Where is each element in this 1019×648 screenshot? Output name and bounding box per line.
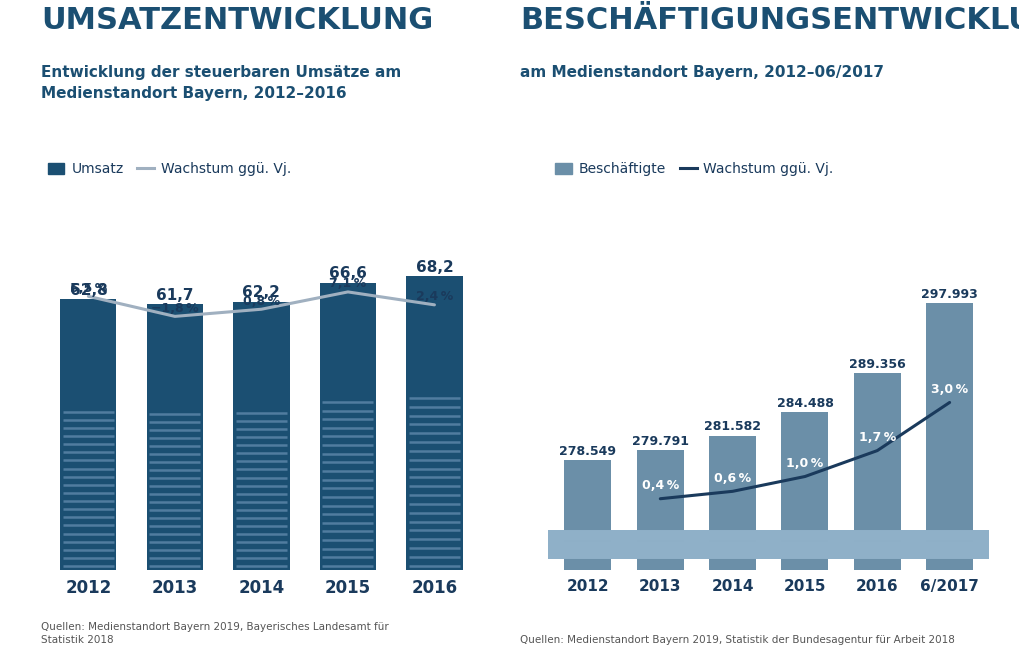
Text: am Medienstandort Bayern, 2012–06/2017: am Medienstandort Bayern, 2012–06/2017 xyxy=(520,65,883,80)
Legend: Beschäftigte, Wachstum ggü. Vj.: Beschäftigte, Wachstum ggü. Vj. xyxy=(554,163,833,176)
Text: 68,2: 68,2 xyxy=(415,260,452,275)
Polygon shape xyxy=(0,541,1019,558)
Text: 0,6 %: 0,6 % xyxy=(713,472,750,485)
Text: −1,8 %: −1,8 % xyxy=(151,302,199,315)
Text: Entwicklung der steuerbaren Umsätze am
Medienstandort Bayern, 2012–2016: Entwicklung der steuerbaren Umsätze am M… xyxy=(41,65,400,101)
Text: 61,7: 61,7 xyxy=(156,288,194,303)
Bar xyxy=(708,436,755,570)
Bar xyxy=(320,283,376,570)
Polygon shape xyxy=(0,541,1019,558)
Ellipse shape xyxy=(0,531,1019,541)
Text: 278.549: 278.549 xyxy=(559,445,615,458)
Polygon shape xyxy=(0,541,1019,558)
Ellipse shape xyxy=(0,531,1019,541)
Bar xyxy=(853,373,900,570)
Ellipse shape xyxy=(0,531,1019,541)
Ellipse shape xyxy=(0,531,1019,541)
Text: 1,0 %: 1,0 % xyxy=(786,457,822,470)
Ellipse shape xyxy=(0,531,1019,541)
Text: 62,2: 62,2 xyxy=(243,286,280,301)
Bar xyxy=(147,304,203,570)
Text: 279.791: 279.791 xyxy=(631,435,688,448)
Text: 7,1 %: 7,1 % xyxy=(329,277,366,290)
Text: 62,8: 62,8 xyxy=(69,283,107,298)
Text: Quellen: Medienstandort Bayern 2019, Bayerisches Landesamt für
Statistik 2018: Quellen: Medienstandort Bayern 2019, Bay… xyxy=(41,621,388,645)
Ellipse shape xyxy=(0,531,1019,541)
Ellipse shape xyxy=(0,531,1019,541)
Ellipse shape xyxy=(0,531,1019,541)
Text: 2,4 %: 2,4 % xyxy=(416,290,452,303)
Ellipse shape xyxy=(0,531,1019,541)
Bar xyxy=(781,412,827,570)
Text: Quellen: Medienstandort Bayern 2019, Statistik der Bundesagentur für Arbeit 2018: Quellen: Medienstandort Bayern 2019, Sta… xyxy=(520,635,954,645)
Text: 3,0 %: 3,0 % xyxy=(930,383,967,396)
Text: 289.356: 289.356 xyxy=(848,358,905,371)
Polygon shape xyxy=(0,541,1019,558)
Ellipse shape xyxy=(0,531,1019,541)
Ellipse shape xyxy=(0,531,1019,541)
Text: 0,8 %: 0,8 % xyxy=(243,295,279,308)
Polygon shape xyxy=(0,541,1019,558)
Ellipse shape xyxy=(0,531,1019,541)
Bar xyxy=(925,303,972,570)
Legend: Umsatz, Wachstum ggü. Vj.: Umsatz, Wachstum ggü. Vj. xyxy=(48,163,291,176)
Polygon shape xyxy=(0,541,1019,558)
Polygon shape xyxy=(0,541,1019,558)
Polygon shape xyxy=(0,541,1019,558)
Text: 66,6: 66,6 xyxy=(329,266,367,281)
Text: 5,5 %: 5,5 % xyxy=(69,282,107,295)
Polygon shape xyxy=(0,541,1019,558)
Ellipse shape xyxy=(0,531,1019,541)
Text: UMSATZENTWICKLUNG: UMSATZENTWICKLUNG xyxy=(41,6,433,36)
Text: BESCHÄFTIGUNGSENTWICKLUNG: BESCHÄFTIGUNGSENTWICKLUNG xyxy=(520,6,1019,36)
Bar xyxy=(564,461,610,570)
Text: 284.488: 284.488 xyxy=(775,397,833,410)
Polygon shape xyxy=(0,541,1019,558)
Polygon shape xyxy=(0,541,1019,558)
Ellipse shape xyxy=(0,531,1019,541)
Text: 297.993: 297.993 xyxy=(920,288,977,301)
Text: 281.582: 281.582 xyxy=(703,421,760,434)
Bar xyxy=(406,275,462,570)
Polygon shape xyxy=(0,541,1019,558)
Polygon shape xyxy=(0,541,1019,558)
Polygon shape xyxy=(0,541,1019,558)
Bar xyxy=(60,299,116,570)
Bar xyxy=(233,301,289,570)
Polygon shape xyxy=(0,541,1019,558)
Bar xyxy=(636,450,683,570)
Polygon shape xyxy=(0,541,1019,558)
Polygon shape xyxy=(0,541,1019,558)
Ellipse shape xyxy=(0,531,1019,541)
Ellipse shape xyxy=(0,531,1019,541)
Text: 0,4 %: 0,4 % xyxy=(641,480,679,492)
Text: 1,7 %: 1,7 % xyxy=(858,431,895,444)
Ellipse shape xyxy=(0,531,1019,541)
